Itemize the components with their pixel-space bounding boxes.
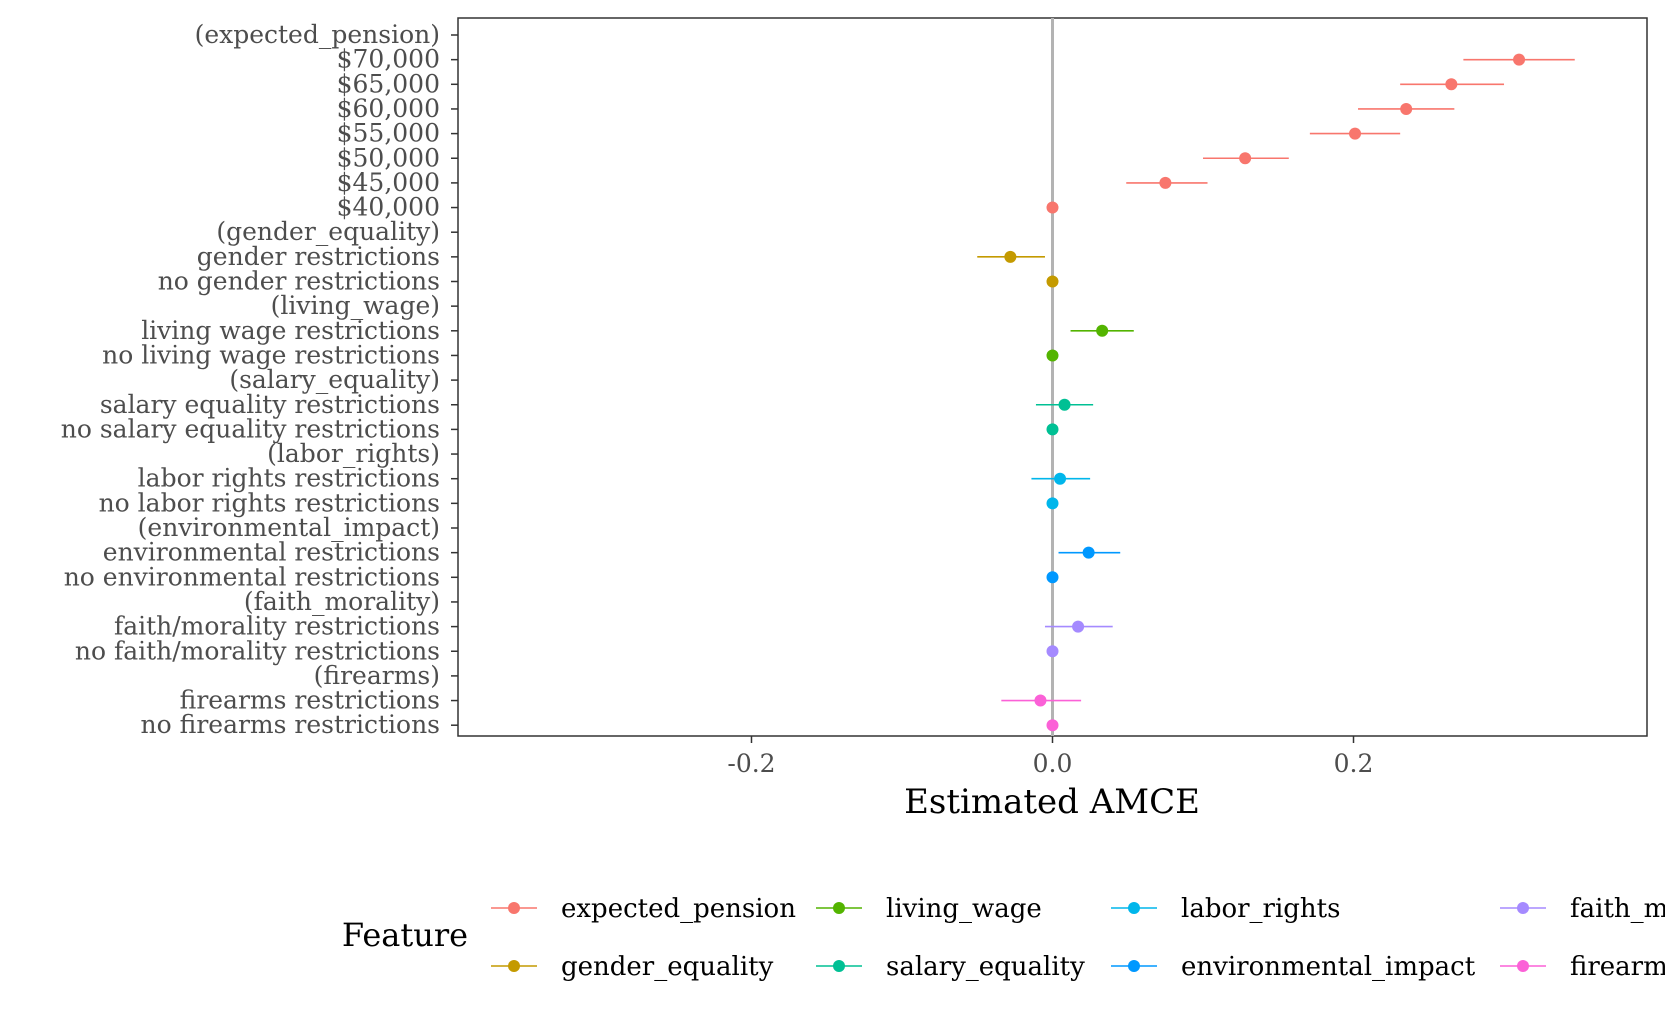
- legend-key-point: [1517, 960, 1529, 972]
- estimate-point: [1072, 620, 1085, 633]
- legend-label: gender_equality: [561, 952, 774, 982]
- estimate-point: [1239, 152, 1252, 165]
- y-tick-label: (faith_morality): [244, 587, 440, 616]
- estimate-point: [1058, 398, 1071, 411]
- legend-label: environmental_impact: [1181, 952, 1476, 982]
- estimate-point: [1159, 176, 1172, 189]
- estimate-point: [1046, 645, 1059, 658]
- legend-key-point: [508, 960, 520, 972]
- x-tick-label: 0.2: [1334, 749, 1374, 778]
- legend-label: faith_morality: [1570, 894, 1665, 924]
- estimate-point: [1349, 127, 1362, 140]
- legend-item: environmental_impact: [1111, 952, 1476, 982]
- legend-item: faith_morality: [1500, 894, 1665, 924]
- y-tick-label: (expected_pension): [195, 20, 440, 49]
- legend: Feature expected_pension gender_equality li…: [342, 894, 1665, 982]
- y-tick-label: environmental restrictions: [103, 538, 440, 567]
- y-tick-label: faith/morality restrictions: [114, 612, 440, 641]
- y-tick-label: gender restrictions: [197, 242, 440, 271]
- legend-key-point: [508, 902, 520, 914]
- estimate-point: [1046, 497, 1059, 510]
- legend-title: Feature: [342, 916, 468, 954]
- estimate-point: [1400, 102, 1413, 115]
- y-tick-label: (gender_equality): [216, 217, 440, 246]
- y-tick-label: no salary equality restrictions: [61, 414, 440, 443]
- y-tick-label: (labor_rights): [267, 439, 440, 468]
- y-tick-label: (living_wage): [271, 291, 440, 320]
- legend-item: labor_rights: [1111, 894, 1340, 924]
- x-tick-label: 0.0: [1033, 749, 1073, 778]
- y-tick-label: $40,000: [337, 193, 440, 222]
- legend-key-point: [833, 960, 845, 972]
- estimate-point: [1054, 472, 1067, 485]
- estimate-point: [1046, 423, 1059, 436]
- y-tick-label: no firearms restrictions: [141, 710, 440, 739]
- y-tick-label: labor rights restrictions: [138, 464, 440, 493]
- estimate-point: [1445, 78, 1458, 91]
- legend-key-point: [833, 902, 845, 914]
- y-tick-label: no living wage restrictions: [102, 340, 440, 369]
- legend-item: salary_equality: [816, 952, 1085, 982]
- legend-item: firearms: [1500, 952, 1665, 982]
- legend-item: living_wage: [816, 894, 1042, 924]
- estimate-point: [1046, 201, 1059, 214]
- y-tick-label: living wage restrictions: [141, 316, 440, 345]
- y-tick-label: salary equality restrictions: [100, 390, 440, 419]
- x-tick-label: -0.2: [727, 749, 775, 778]
- y-tick-label: $55,000: [337, 119, 440, 148]
- estimate-point: [1513, 53, 1526, 66]
- estimate-point: [1004, 250, 1017, 263]
- legend-label: labor_rights: [1181, 894, 1340, 924]
- y-tick-label: no environmental restrictions: [64, 562, 440, 591]
- legend-label: expected_pension: [561, 894, 796, 924]
- legend-key-point: [1128, 902, 1140, 914]
- estimate-point: [1082, 546, 1095, 559]
- estimate-point: [1096, 324, 1109, 337]
- y-tick-label: no gender restrictions: [158, 267, 440, 296]
- y-tick-label: $60,000: [337, 94, 440, 123]
- y-tick-label: (salary_equality): [229, 365, 440, 394]
- estimate-point: [1046, 349, 1059, 362]
- estimate-point: [1034, 694, 1047, 707]
- legend-label: living_wage: [886, 894, 1042, 924]
- legend-label: salary_equality: [886, 952, 1085, 982]
- y-tick-label: no faith/morality restrictions: [75, 636, 440, 665]
- y-tick-label: $70,000: [337, 45, 440, 74]
- estimate-point: [1046, 719, 1059, 732]
- y-tick-label: $50,000: [337, 143, 440, 172]
- legend-label: firearms: [1570, 952, 1665, 982]
- x-axis-label: Estimated AMCE: [904, 782, 1200, 822]
- y-tick-label: $65,000: [337, 69, 440, 98]
- y-tick-label: (environmental_impact): [138, 513, 440, 542]
- legend-key-point: [1128, 960, 1140, 972]
- y-tick-label: no labor rights restrictions: [99, 488, 440, 517]
- legend-key-point: [1517, 902, 1529, 914]
- y-tick-label: (firearms): [314, 661, 440, 690]
- estimate-point: [1046, 275, 1059, 288]
- plot-layer: (expected_pension)$70,000$65,000$60,000$…: [61, 17, 1648, 778]
- estimate-point: [1046, 571, 1059, 584]
- y-tick-label: $45,000: [337, 168, 440, 197]
- y-tick-label: firearms restrictions: [180, 686, 440, 715]
- legend-item: gender_equality: [491, 952, 774, 982]
- legend-item: expected_pension: [491, 894, 796, 924]
